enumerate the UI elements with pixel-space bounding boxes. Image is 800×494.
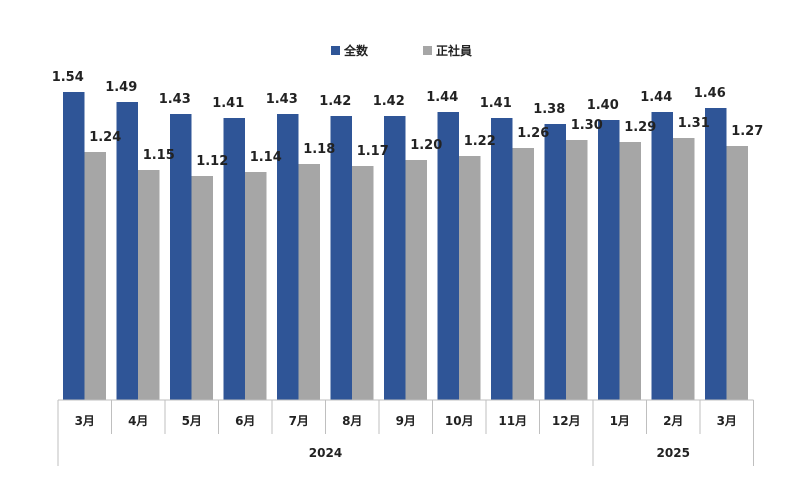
value-label-total-5: 1.42 [319, 94, 351, 109]
value-label-total-9: 1.38 [533, 102, 565, 117]
bar-regular-6 [405, 160, 427, 400]
x-tick-label-4: 7月 [289, 414, 309, 428]
year-label-2024: 2024 [309, 446, 342, 460]
value-label-total-7: 1.44 [426, 90, 458, 105]
x-tick-label-5: 8月 [342, 414, 362, 428]
value-label-total-4: 1.43 [266, 92, 298, 107]
x-axis: 3月 4月 5月 6月 7月 8月 9月 10月 11月 12月 1月 2月 3月 2024 2025 [57, 399, 754, 466]
bar-total-0 [63, 92, 85, 400]
bar-total-3 [223, 118, 245, 400]
value-label-total-12: 1.46 [694, 86, 726, 101]
bar-regular-0 [84, 152, 106, 400]
x-tick-label-10: 1月 [610, 414, 630, 428]
x-tick-label-9: 12月 [552, 414, 581, 428]
value-label-total-0: 1.54 [52, 70, 84, 85]
bar-regular-2 [191, 176, 213, 400]
bar-total-2 [170, 114, 192, 400]
x-tick-label-8: 11月 [498, 414, 527, 428]
value-label-regular-11: 1.31 [678, 116, 710, 131]
x-tick-label-0: 3月 [75, 414, 95, 428]
value-label-regular-7: 1.22 [464, 134, 496, 149]
value-label-total-6: 1.42 [373, 94, 405, 109]
value-label-regular-8: 1.26 [517, 126, 549, 141]
bar-total-11 [651, 112, 673, 400]
x-tick-label-1: 4月 [128, 414, 148, 428]
value-label-regular-5: 1.17 [357, 144, 389, 159]
value-label-regular-9: 1.30 [571, 118, 603, 133]
value-label-regular-12: 1.27 [731, 124, 763, 139]
bar-total-5 [330, 116, 352, 400]
value-label-regular-6: 1.20 [410, 138, 442, 153]
value-label-regular-10: 1.29 [624, 120, 656, 135]
bar-regular-10 [619, 142, 641, 400]
value-labels: 1.54 1.49 1.43 1.41 1.43 1.42 1.42 1.44 1.41 1.38… [52, 70, 764, 169]
bars [63, 92, 748, 400]
bar-regular-8 [512, 148, 534, 400]
year-label-2025: 2025 [657, 446, 690, 460]
value-label-total-2: 1.43 [159, 92, 191, 107]
bar-regular-11 [673, 138, 695, 400]
bar-regular-1 [138, 170, 160, 400]
bar-total-10 [598, 120, 620, 400]
bar-total-1 [116, 102, 138, 400]
bar-regular-3 [245, 172, 267, 400]
bar-regular-5 [352, 166, 374, 400]
value-label-regular-4: 1.18 [303, 142, 335, 157]
x-tick-label-11: 2月 [663, 414, 683, 428]
bar-regular-9 [566, 140, 588, 400]
value-label-total-10: 1.40 [587, 98, 619, 113]
x-tick-label-3: 6月 [235, 414, 255, 428]
bar-regular-12 [726, 146, 748, 400]
x-tick-label-2: 5月 [182, 414, 202, 428]
value-label-total-11: 1.44 [640, 90, 672, 105]
bar-regular-7 [459, 156, 481, 400]
value-label-total-3: 1.41 [212, 96, 244, 111]
x-tick-label-6: 9月 [396, 414, 416, 428]
bar-total-8 [491, 118, 513, 400]
bar-total-4 [277, 114, 299, 400]
bar-total-6 [384, 116, 406, 400]
legend-swatch-total [331, 46, 340, 55]
x-tick-label-7: 10月 [445, 414, 474, 428]
value-label-regular-2: 1.12 [196, 154, 228, 169]
value-label-total-1: 1.49 [105, 80, 137, 95]
legend-swatch-regular [423, 46, 432, 55]
x-tick-label-12: 3月 [717, 414, 737, 428]
legend: 全数 正社員 [331, 43, 472, 58]
legend-label-total: 全数 [343, 43, 369, 58]
value-label-total-8: 1.41 [480, 96, 512, 111]
bar-regular-4 [298, 164, 320, 400]
value-label-regular-1: 1.15 [143, 148, 175, 163]
value-label-regular-0: 1.24 [89, 130, 121, 145]
value-label-regular-3: 1.14 [250, 150, 282, 165]
bar-total-12 [705, 108, 727, 400]
bar-total-9 [544, 124, 566, 400]
legend-label-regular: 正社員 [436, 43, 472, 58]
bar-total-7 [437, 112, 459, 400]
